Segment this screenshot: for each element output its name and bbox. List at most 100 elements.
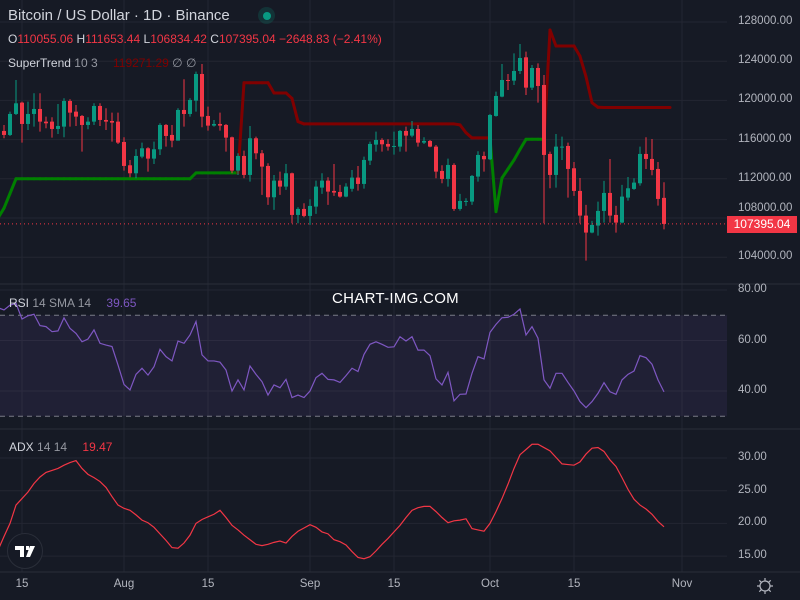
candle — [380, 138, 384, 152]
candle-body — [326, 180, 330, 192]
grid — [0, 0, 727, 572]
supertrend-up-segment — [0, 206, 6, 218]
candle — [248, 125, 252, 182]
candle-body — [602, 192, 606, 211]
candle — [452, 163, 456, 211]
candle — [2, 124, 6, 139]
price-axis-label: 108000.00 — [738, 201, 793, 214]
candle-body — [608, 192, 612, 216]
candle — [596, 201, 600, 236]
candle-body — [590, 224, 594, 233]
adx-axis-label: 20.00 — [738, 516, 767, 529]
supertrend-params: 10 3 — [74, 56, 98, 70]
open-label: O — [8, 32, 18, 46]
candle-body — [464, 200, 468, 202]
candle — [326, 177, 330, 205]
candle-body — [266, 165, 270, 198]
supertrend-up-segment — [2, 192, 12, 210]
candle — [356, 165, 360, 191]
candle-body — [362, 159, 366, 184]
candle — [404, 126, 408, 152]
candle — [314, 180, 318, 214]
candle-body — [428, 140, 432, 147]
candle-body — [194, 73, 198, 101]
supertrend-down-value: ∅ — [185, 56, 197, 70]
candle-body — [572, 168, 576, 191]
candle — [554, 133, 558, 188]
candle — [428, 139, 432, 148]
candle — [206, 106, 210, 131]
low-label: L — [143, 32, 151, 46]
adx-params: 14 14 — [37, 440, 68, 454]
gear-icon[interactable] — [756, 577, 774, 595]
candle — [284, 163, 288, 190]
time-axis-label: Oct — [481, 578, 499, 590]
supertrend-legend[interactable]: SuperTrend 10 3 119271.29 ∅ ∅ — [8, 56, 196, 70]
candle — [92, 103, 96, 125]
pane-separators — [0, 283, 800, 573]
time-axis-label: Sep — [299, 578, 321, 590]
adx-legend[interactable]: ADX 14 14 19.47 — [9, 440, 112, 454]
candle — [170, 124, 174, 148]
candle-body — [260, 153, 264, 167]
candle — [38, 93, 42, 132]
candle-body — [56, 125, 60, 129]
candle-body — [566, 145, 570, 169]
candle — [410, 120, 414, 138]
high-value: 111653.44 — [85, 32, 141, 46]
candle-body — [272, 180, 276, 198]
candle — [602, 180, 606, 223]
candle — [638, 146, 642, 186]
candle — [242, 150, 246, 179]
candle — [332, 163, 336, 196]
candle — [26, 101, 30, 130]
candle-body — [176, 109, 180, 141]
candle-body — [308, 205, 312, 216]
candle-body — [536, 67, 540, 86]
ohlc-legend: O110055.06 H111653.44 L106834.42 C107395… — [8, 32, 382, 46]
candle-body — [20, 102, 24, 124]
candle-body — [68, 100, 72, 113]
time-axis-label: 15 — [201, 578, 215, 590]
supertrend-down-segment — [458, 123, 468, 135]
price-axis-label: 112000.00 — [738, 171, 792, 184]
candle-body — [560, 146, 564, 148]
candle-body — [320, 180, 324, 188]
candle-body — [80, 115, 84, 125]
high-label: H — [76, 32, 86, 46]
candle — [584, 204, 588, 261]
rsi-axis-label: 40.00 — [738, 384, 767, 396]
candle — [446, 158, 450, 187]
candle — [566, 142, 570, 198]
candle-body — [140, 148, 144, 157]
candle-body — [500, 79, 504, 97]
candle — [74, 104, 78, 126]
candle — [134, 149, 138, 179]
candle — [650, 138, 654, 176]
candle-body — [368, 143, 372, 161]
candle-body — [122, 141, 126, 166]
candle — [152, 141, 156, 164]
supertrend-name: SuperTrend — [8, 56, 71, 70]
price-axis-label: 124000.00 — [738, 54, 793, 67]
candle-body — [476, 154, 480, 177]
supertrend-down-segment — [266, 81, 276, 95]
candle-body — [410, 128, 414, 136]
candle — [398, 129, 402, 152]
adx-axis-label: 25.00 — [738, 483, 767, 496]
tradingview-logo-icon[interactable] — [7, 533, 43, 569]
candle — [140, 142, 144, 159]
rsi-legend[interactable]: RSI 14 SMA 14 39.65 — [9, 296, 136, 310]
candle-body — [392, 145, 396, 147]
candle-body — [614, 214, 618, 223]
candle — [308, 199, 312, 225]
adx-line — [0, 443, 665, 560]
candle — [362, 156, 366, 189]
candle-body — [164, 124, 168, 136]
candle — [254, 136, 258, 160]
candle — [350, 169, 354, 192]
candle — [80, 114, 84, 152]
symbol-title[interactable]: Bitcoin / US Dollar · 1D · Binance — [8, 7, 230, 24]
candle — [386, 139, 390, 151]
